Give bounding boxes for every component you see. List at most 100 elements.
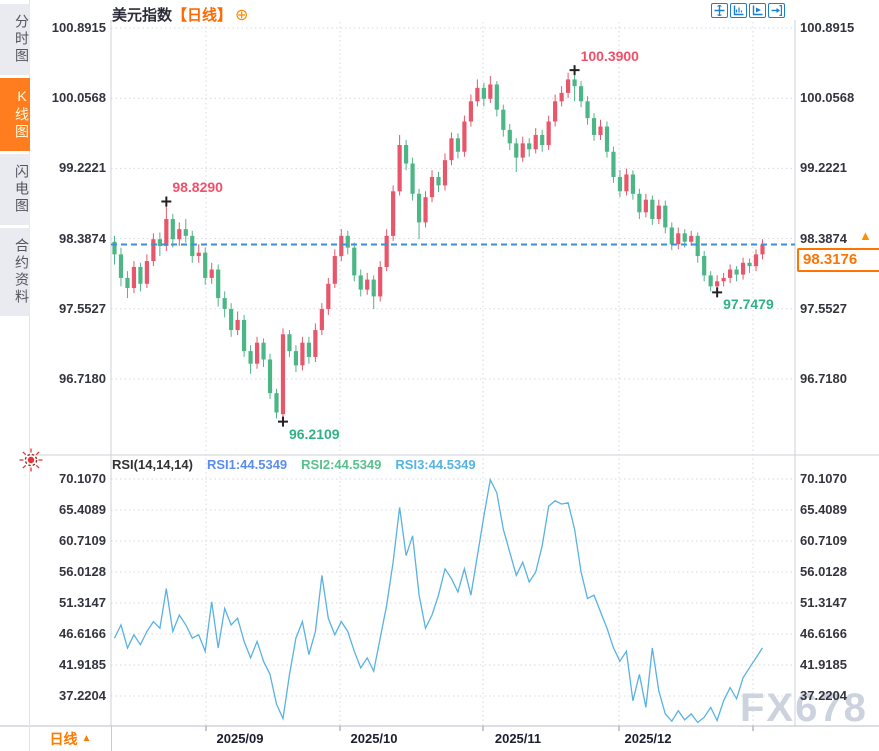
candle-body — [721, 277, 726, 282]
candle-body — [728, 269, 733, 278]
rsi3-value: RSI3:44.5349 — [395, 457, 476, 472]
candle-body — [572, 79, 577, 87]
candle-body — [753, 254, 759, 267]
crosshair-move-icon[interactable] — [711, 3, 728, 18]
axis-play-icon[interactable] — [749, 3, 766, 18]
sidebar-item-timeshare[interactable]: 分时图 — [0, 4, 30, 75]
price-up-arrow-icon: ▲ — [859, 228, 872, 243]
candle-body — [410, 163, 415, 194]
candle-body — [416, 193, 422, 223]
period-selector[interactable]: 日线 ▲ — [30, 726, 112, 751]
candle-body — [488, 84, 493, 99]
candle-body — [734, 269, 739, 275]
candle-body — [300, 342, 305, 366]
candle-body — [585, 101, 590, 119]
candle-body — [216, 269, 221, 299]
candle-body — [468, 101, 473, 122]
candle-body — [306, 342, 311, 357]
chart-header: 美元指数 【日线】 ⊕ — [112, 4, 248, 25]
live-blink-icon — [18, 447, 44, 478]
candle-body — [527, 143, 532, 150]
candle-body — [164, 219, 169, 246]
candle-body — [404, 145, 409, 164]
candle-body — [559, 92, 564, 102]
candle-body — [326, 283, 331, 310]
instrument-title: 美元指数 — [112, 7, 173, 24]
candle-body — [740, 262, 746, 275]
rsi2-value: RSI2:44.5349 — [301, 457, 382, 472]
candle-body — [630, 174, 635, 194]
candle-body — [313, 330, 318, 357]
candle-body — [462, 121, 467, 152]
candle-body — [598, 126, 603, 135]
candle-body — [553, 101, 558, 122]
candle-body — [254, 342, 260, 364]
candle-body — [261, 342, 266, 360]
candle-body — [682, 233, 687, 242]
rsi-indicator-label: RSI(14,14,14) — [112, 457, 193, 472]
watermark: FX678 — [740, 686, 868, 730]
rsi1-value: RSI1:44.5349 — [206, 457, 288, 472]
candle-body — [151, 239, 156, 262]
candle-body — [494, 84, 499, 110]
candle-body — [177, 229, 182, 240]
candle-body — [578, 86, 584, 102]
annotation-cross-marker — [712, 287, 723, 298]
candle-body — [267, 359, 273, 394]
candle-body — [669, 227, 674, 245]
sidebar-item-lightning[interactable]: 闪电图 — [0, 154, 30, 225]
bottom-bar: 日线 ▲ — [0, 726, 879, 751]
candle-body — [520, 143, 525, 158]
candle-body — [624, 174, 629, 192]
candle-body — [689, 235, 694, 242]
candle-body — [319, 309, 324, 331]
candle-body — [643, 199, 648, 213]
candle-body — [118, 254, 124, 278]
candle-body — [131, 266, 137, 289]
candle-body — [676, 233, 681, 245]
candle-body — [332, 256, 337, 284]
candle-body — [242, 319, 247, 352]
annotation-cross-marker — [277, 416, 288, 427]
candle-body — [144, 261, 149, 284]
candle-body — [397, 145, 402, 192]
candle-body — [514, 143, 519, 158]
annotation-cross-marker — [569, 65, 580, 76]
candle-body — [475, 87, 480, 102]
candle-body — [637, 193, 642, 213]
candle-body — [423, 197, 428, 223]
sidebar-item-kline[interactable]: K线图 — [0, 78, 30, 151]
candle-body — [229, 309, 234, 331]
candle-body — [170, 219, 175, 240]
candle-body — [760, 244, 765, 255]
candle-body — [442, 160, 448, 186]
candle-body — [358, 275, 363, 290]
candle-body — [365, 279, 370, 290]
candle-body — [533, 134, 538, 150]
candle-body — [125, 277, 130, 289]
pane-exit-icon[interactable] — [768, 3, 785, 18]
sidebar: 分时图 K线图 闪电图 合约资料 — [0, 0, 30, 751]
candle-body — [429, 176, 435, 198]
candle-body — [702, 256, 707, 276]
add-indicator-icon[interactable]: ⊕ — [235, 6, 249, 24]
candle-body — [540, 134, 545, 146]
sidebar-item-contract-info[interactable]: 合约资料 — [0, 228, 30, 316]
candle-body — [339, 235, 344, 257]
axis-range-icon[interactable] — [730, 3, 747, 18]
candle-body — [566, 79, 571, 93]
candle-body — [708, 275, 713, 287]
candle-body — [248, 351, 253, 364]
candle-body — [203, 252, 208, 278]
candle-body — [371, 279, 376, 297]
candle-body — [196, 252, 201, 257]
candle-body — [157, 239, 162, 246]
candle-body — [352, 247, 357, 276]
chart-toolbar — [711, 3, 785, 18]
candle-body — [546, 121, 551, 146]
candle-body — [656, 205, 661, 220]
candle-body — [747, 262, 752, 267]
candle-body — [650, 199, 655, 220]
